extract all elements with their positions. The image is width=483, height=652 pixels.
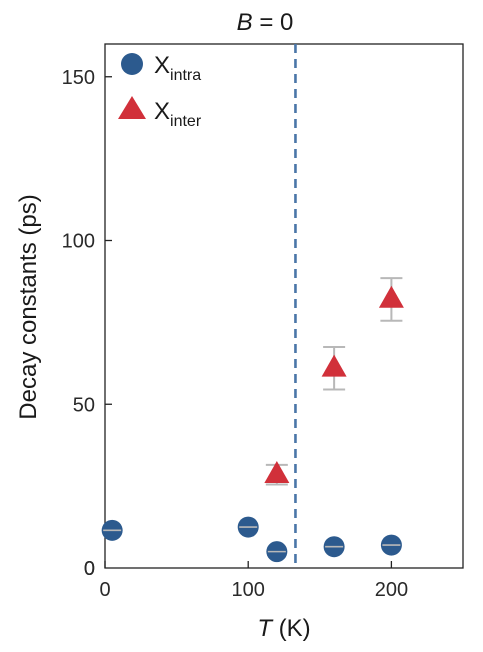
legend-label-main: X	[154, 52, 170, 79]
legend-marker-inter	[118, 96, 146, 119]
x-tick-label: 200	[375, 579, 408, 601]
x-tick-label: 100	[232, 579, 265, 601]
title-rest: = 0	[253, 9, 294, 36]
data-point-inter	[321, 354, 347, 377]
y-tick-label: 150	[62, 67, 95, 89]
y-tick-label: 100	[62, 231, 95, 253]
x-axis-title: T (K)	[257, 615, 310, 642]
y-tick-label: 0	[84, 558, 95, 580]
legend-label-subscript: inter	[170, 113, 202, 130]
x-tick-label: 0	[99, 579, 110, 601]
y-axis-title: Decay constants (ps)	[15, 194, 42, 419]
legend-label-subscript: intra	[170, 67, 201, 84]
x-axis-unit: (K)	[272, 615, 311, 642]
legend-label-main: X	[154, 98, 170, 125]
title-variable: B	[237, 9, 253, 36]
legend-label: Xinter	[154, 98, 202, 130]
legend-label: Xintra	[154, 52, 201, 84]
x-axis-variable: T	[257, 615, 274, 642]
legend-marker-intra	[121, 53, 143, 75]
data-point-inter	[378, 285, 404, 308]
chart-title: B = 0	[237, 9, 294, 36]
plot-frame	[104, 43, 464, 569]
y-tick-label: 0	[84, 558, 95, 580]
y-tick-label: 50	[73, 394, 95, 416]
data-point-inter	[264, 461, 290, 484]
